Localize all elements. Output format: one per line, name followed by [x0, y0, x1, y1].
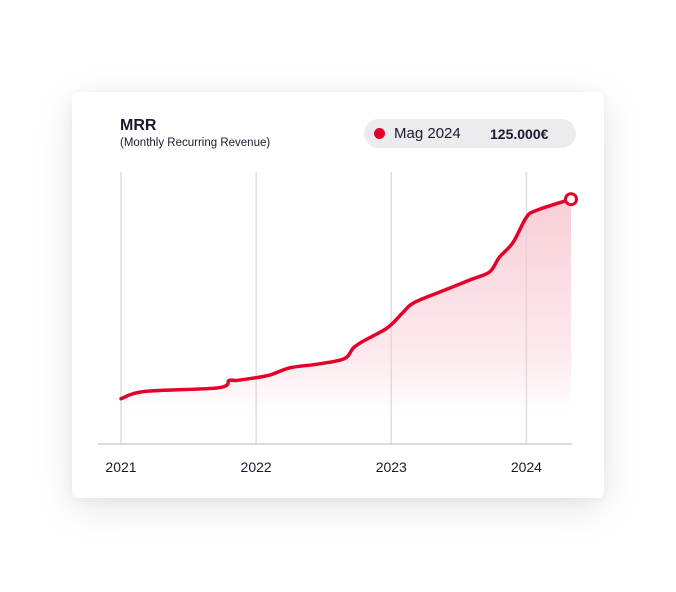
- tooltip-value: 125.000€: [490, 126, 549, 142]
- tooltip-date: Mag 2024: [394, 125, 461, 142]
- chart-title: MRR: [120, 117, 157, 134]
- chart-subtitle: (Monthly Recurring Revenue): [120, 137, 271, 149]
- mrr-area-chart: 2021 2022 2023 2024: [98, 172, 578, 475]
- tooltip-pill: Mag 2024 125.000€: [364, 119, 576, 148]
- current-value-marker: [564, 192, 578, 207]
- x-tick-2024: 2024: [511, 459, 542, 475]
- mrr-series-line: [119, 197, 573, 401]
- series-dot-icon: [374, 128, 385, 139]
- mrr-chart-card: MRR (Monthly Recurring Revenue) 2021 2022…: [72, 92, 604, 498]
- x-tick-2023: 2023: [376, 459, 407, 475]
- x-tick-2022: 2022: [241, 459, 272, 475]
- x-tick-2021: 2021: [105, 459, 136, 475]
- mrr-area-fill: [121, 199, 571, 414]
